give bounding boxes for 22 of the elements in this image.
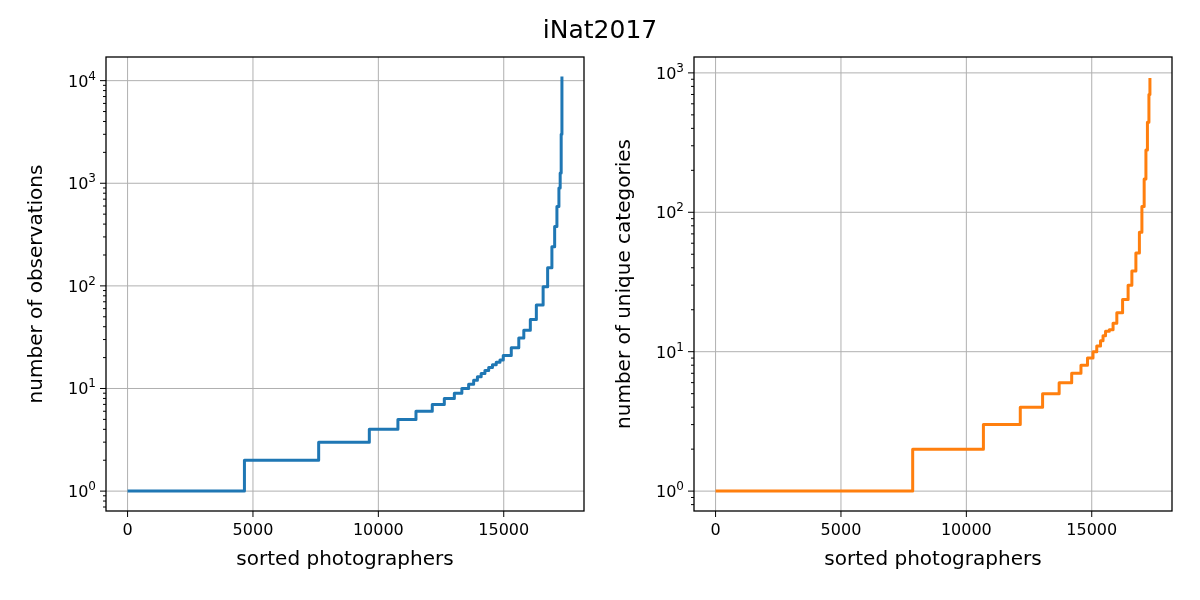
x-tick-label: 10000 [940, 520, 992, 539]
x-tick-label: 0 [710, 520, 721, 539]
x-axis-title: sorted photographers [236, 546, 454, 570]
y-tick-label: 10$^{1}$ [68, 376, 96, 399]
y-tick-label: 10$^{3}$ [656, 60, 684, 83]
x-tick-label: 15000 [1066, 520, 1118, 539]
x-tick-label: 0 [122, 520, 133, 539]
y-axis-title: number of observations [23, 164, 47, 404]
y-tick-label: 10$^{4}$ [68, 68, 96, 91]
y-tick-label: 10$^{0}$ [656, 479, 684, 502]
y-axis-title: number of unique categories [611, 139, 635, 429]
x-axis-title: sorted photographers [824, 546, 1042, 570]
y-tick-label: 10$^{3}$ [68, 171, 96, 194]
x-tick-label: 5000 [232, 520, 274, 539]
y-tick-label: 10$^{2}$ [68, 273, 96, 296]
x-tick-label: 5000 [820, 520, 862, 539]
y-tick-label: 10$^{2}$ [656, 200, 684, 223]
y-tick-label: 10$^{1}$ [656, 339, 684, 362]
x-tick-label: 15000 [478, 520, 530, 539]
y-tick-label: 10$^{0}$ [68, 479, 96, 502]
x-tick-label: 10000 [352, 520, 404, 539]
chart-title: iNat2017 [542, 15, 658, 44]
